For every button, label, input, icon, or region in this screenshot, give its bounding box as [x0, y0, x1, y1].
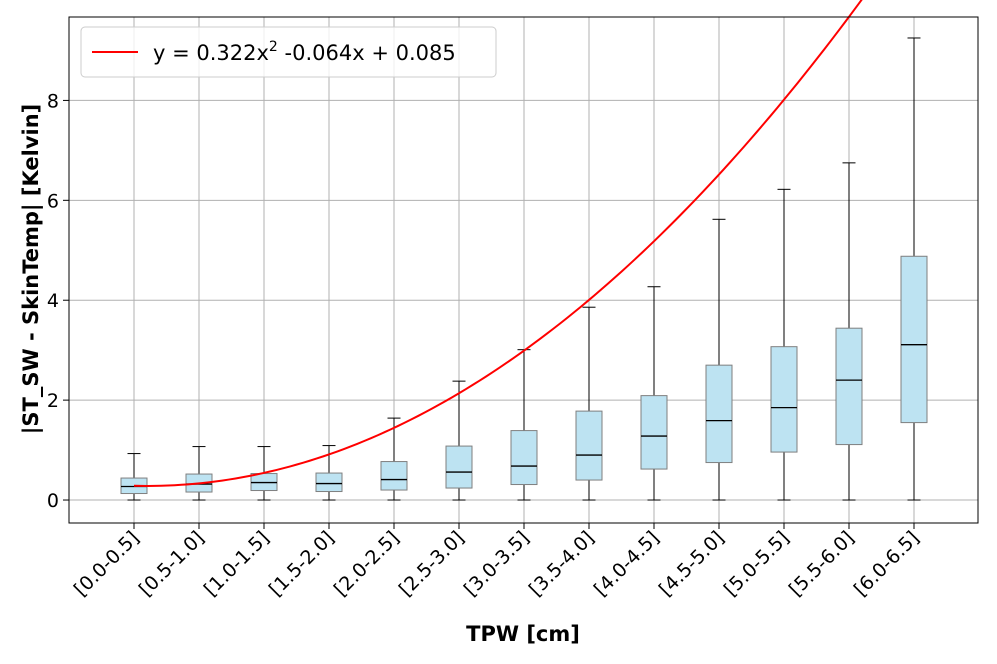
legend: y = 0.322x2 -0.064x + 0.085: [80, 26, 497, 78]
box-2: [185, 446, 213, 501]
box-iqr: [770, 346, 798, 453]
box-11: [770, 188, 798, 501]
x-tick-label: [4.5-5.0]: [655, 527, 729, 601]
x-tick-label: [3.5-4.0]: [525, 527, 599, 601]
box-5: [380, 417, 408, 501]
y-tick-label: 8: [47, 90, 59, 112]
box-iqr: [900, 255, 928, 424]
box-1: [120, 453, 148, 501]
box-iqr: [835, 327, 863, 446]
x-tick-label: [1.5-2.0]: [265, 527, 339, 601]
x-tick-label: [6.0-6.5]: [850, 527, 924, 601]
box-10: [705, 218, 733, 501]
legend-box: [80, 26, 497, 78]
y-tick-label: 4: [47, 290, 59, 312]
boxes: [120, 37, 928, 501]
box-4: [315, 445, 343, 501]
box-6: [445, 380, 473, 501]
box-iqr: [380, 461, 408, 491]
fit-curve: [133, 0, 863, 487]
box-iqr: [510, 430, 538, 486]
y-axis-label: |ST_SW - SkinTemp| [Kelvin]: [19, 104, 44, 435]
legend-label-superscript: 2: [269, 39, 278, 55]
box-8: [575, 306, 603, 501]
box-iqr: [705, 364, 733, 464]
x-tick-label: [2.5-3.0]: [395, 527, 469, 601]
x-tick-label: [1.0-1.5]: [200, 527, 274, 601]
box-iqr: [445, 445, 473, 489]
y-tick-label: 0: [47, 490, 59, 512]
box-12: [835, 162, 863, 501]
box-9: [640, 286, 668, 501]
x-tick-label: [5.0-5.5]: [720, 527, 794, 601]
box-3: [250, 446, 278, 501]
box-iqr: [575, 410, 603, 481]
box-iqr: [315, 472, 343, 493]
x-axis-ticks: [0.0-0.5][0.5-1.0][1.0-1.5][1.5-2.0][2.0…: [70, 523, 924, 601]
x-tick-label: [0.5-1.0]: [135, 527, 209, 601]
x-tick-label: [3.0-3.5]: [460, 527, 534, 601]
x-tick-label: [4.0-4.5]: [590, 527, 664, 601]
y-tick-label: 6: [47, 190, 59, 212]
x-tick-label: [0.0-0.5]: [70, 527, 144, 601]
legend-label: y = 0.322x2 -0.064x + 0.085: [153, 39, 456, 65]
box-7: [510, 349, 538, 501]
box-13: [900, 37, 928, 501]
y-tick-label: 2: [47, 390, 59, 412]
legend-label-prefix: y = 0.322x: [153, 41, 269, 65]
box-iqr: [640, 395, 668, 470]
x-axis-label: TPW [cm]: [466, 622, 580, 646]
x-tick-label: [5.5-6.0]: [785, 527, 859, 601]
x-tick-label: [2.0-2.5]: [330, 527, 404, 601]
y-axis-ticks: 0 2 4 6 8: [47, 90, 69, 512]
fit-curve-group: [133, 0, 863, 487]
legend-label-suffix: -0.064x + 0.085: [278, 41, 456, 65]
